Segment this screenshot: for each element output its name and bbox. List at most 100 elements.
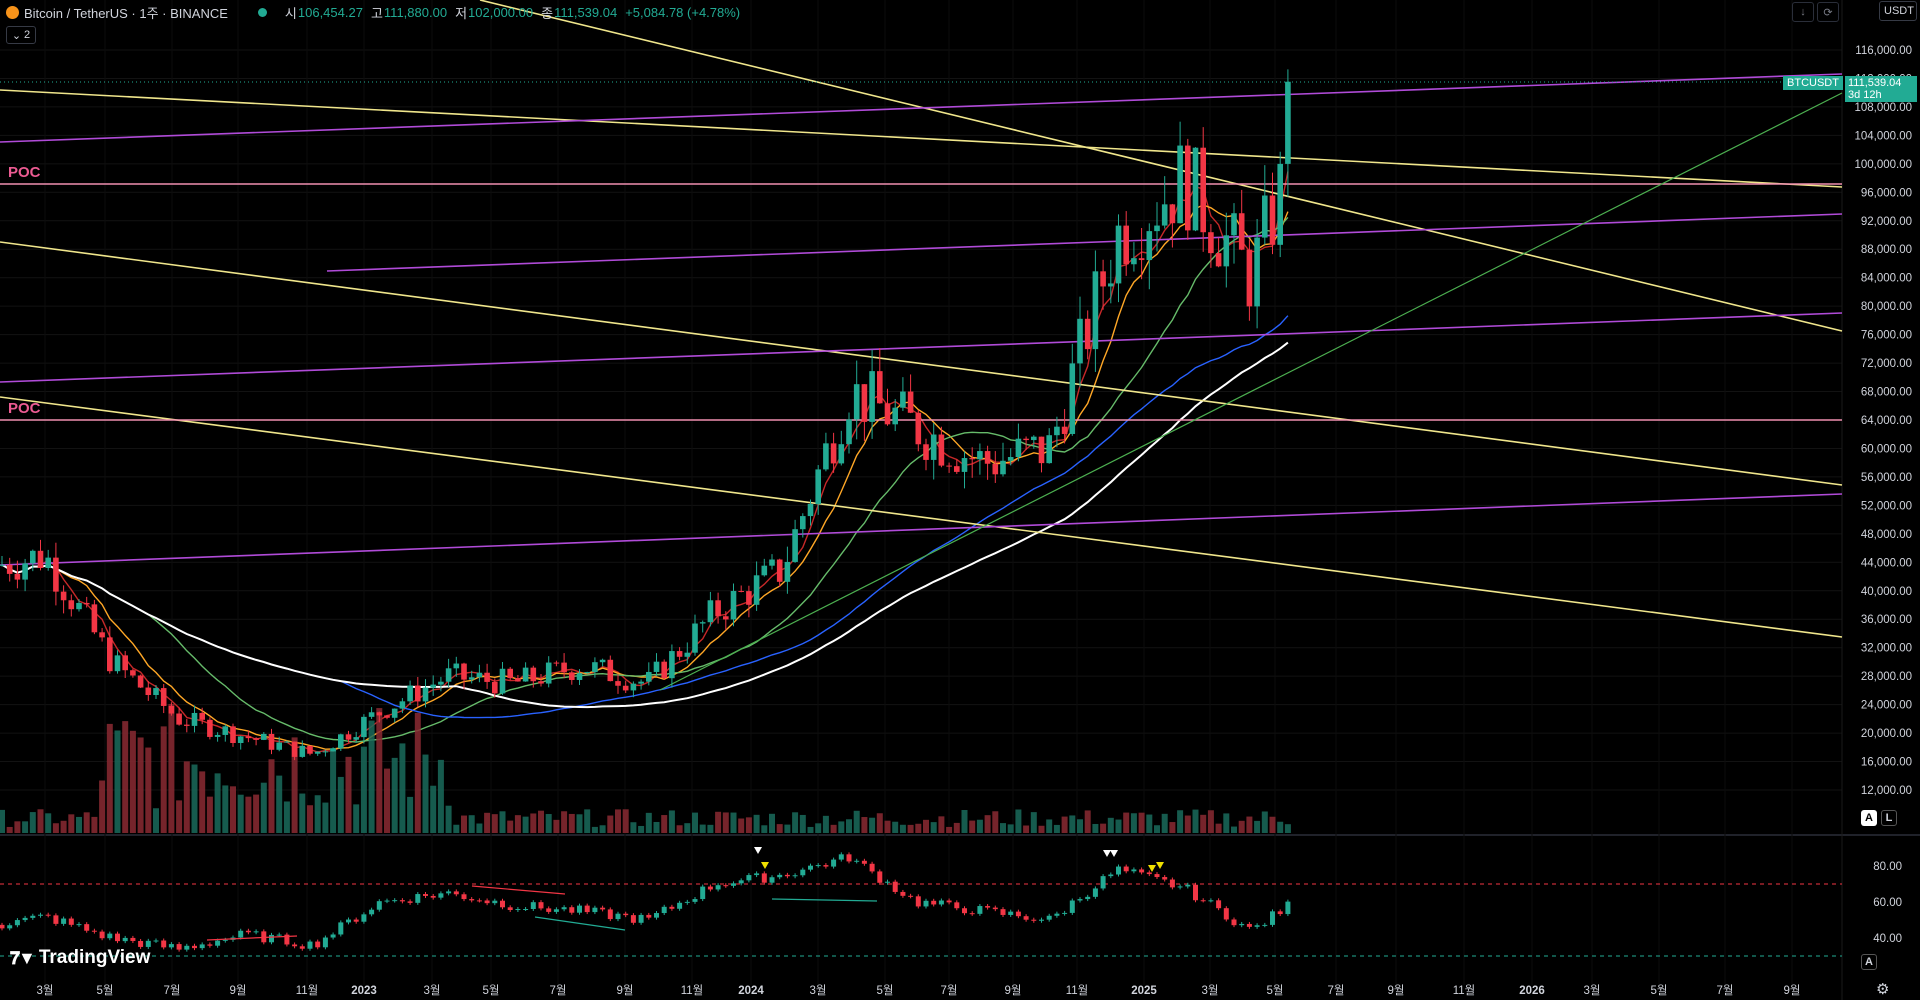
rsi-candle (153, 940, 159, 942)
signal-marker-icon (1110, 850, 1118, 857)
volume-bar (661, 815, 668, 833)
candle (823, 443, 829, 470)
rsi-candle (646, 914, 652, 918)
candle (230, 726, 236, 743)
candle (569, 672, 575, 680)
volume-bar (52, 823, 59, 833)
price-tick-label: 96,000.00 (1861, 187, 1912, 199)
price-tick-label: 12,000.00 (1861, 785, 1912, 797)
volume-bar (83, 812, 90, 833)
volume-bar (884, 820, 891, 833)
candle (907, 391, 914, 413)
candle (723, 616, 729, 620)
rsi-candle (1054, 913, 1060, 916)
tradingview-icon: 𝟕▼ (10, 947, 36, 968)
gear-icon[interactable]: ⚙ (1876, 981, 1890, 998)
volume-bar (1061, 816, 1068, 833)
volume-bar (276, 775, 283, 833)
rsi-candle (14, 920, 20, 926)
candle (476, 672, 483, 678)
rsi-candle (838, 854, 844, 860)
trend-line (0, 396, 1843, 638)
volume-bar (0, 809, 5, 833)
volume-bar (992, 811, 999, 833)
rsi-candle (7, 925, 13, 929)
down-arrow-icon[interactable]: ↓ (1792, 2, 1814, 22)
legend-toggle[interactable]: ⌄ 2 (6, 26, 36, 44)
trend-line (479, 0, 1843, 332)
candle (407, 685, 413, 702)
volume-bar (507, 820, 514, 833)
rsi-candle (1177, 886, 1183, 888)
rsi-candle (38, 914, 43, 916)
volume-bar (461, 815, 467, 833)
volume-bar (76, 816, 82, 833)
rsi-candle (1015, 911, 1021, 917)
candle (22, 563, 28, 580)
volume-bar (815, 823, 822, 833)
rsi-candle (846, 854, 852, 862)
candle (461, 663, 467, 680)
volume-bar (1100, 823, 1107, 833)
volume-bar (253, 794, 260, 833)
candle (761, 565, 768, 576)
price-tick-label: 116,000.00 (1855, 45, 1912, 57)
candle (276, 742, 282, 750)
bar-countdown: 3d 12h (1848, 89, 1882, 101)
volume-bar (1053, 824, 1060, 833)
rsi-candle (784, 874, 790, 877)
currency-select[interactable]: USDT (1879, 1, 1917, 21)
candle (353, 737, 359, 740)
rsi-auto-scale-button[interactable]: A (1861, 954, 1877, 970)
candle (592, 662, 598, 673)
candle (37, 550, 44, 568)
candle (1146, 231, 1153, 261)
symbol-header: Bitcoin / TetherUS · 1주 · BINANCE 시 106,4… (0, 0, 1920, 24)
rsi-candle (130, 937, 136, 941)
time-tick-label: 3월 (424, 984, 441, 997)
volume-bar (684, 823, 691, 833)
candle (45, 557, 51, 568)
symbol-title[interactable]: Bitcoin / TetherUS · 1주 · BINANCE (24, 5, 228, 21)
rsi-candle (30, 915, 36, 918)
divergence-line (206, 935, 298, 941)
candle (60, 591, 67, 601)
rsi-candle (692, 899, 698, 902)
volume-bar (260, 782, 267, 833)
candle (368, 712, 375, 717)
log-scale-button[interactable]: L (1881, 810, 1897, 826)
support-line (659, 92, 1843, 691)
sync-icon[interactable]: ⟳ (1817, 2, 1839, 22)
candle (245, 736, 252, 739)
volume-bar (584, 809, 591, 833)
channel-line (0, 73, 1843, 143)
rsi-candle (630, 915, 636, 923)
candle (846, 419, 852, 445)
candle (399, 701, 406, 709)
time-tick-label: 2024 (738, 985, 764, 997)
rsi-candle (453, 891, 459, 895)
last-price: 111,539.04 (1848, 77, 1902, 89)
price-tick-label: 52,000.00 (1861, 500, 1912, 512)
auto-scale-button[interactable]: A (1861, 810, 1877, 826)
candle (1092, 271, 1099, 350)
candle (415, 685, 421, 702)
candle (815, 469, 821, 504)
candle (946, 465, 952, 467)
volume-bar (1261, 811, 1268, 833)
candle (361, 716, 367, 738)
candle (522, 667, 529, 682)
candle (6, 564, 13, 574)
rsi-candle (1116, 866, 1121, 875)
candle (599, 659, 606, 663)
price-axis: 116,000.00112,000.00108,000.00104,000.00… (1854, 45, 1912, 797)
rsi-candle (269, 934, 274, 943)
rsi-candle (923, 900, 929, 907)
volume-bar (869, 817, 876, 833)
rsi-candle (661, 906, 667, 914)
volume-bar (1246, 816, 1253, 833)
volume-bar (707, 824, 714, 833)
volume-bar (930, 822, 937, 833)
candle (30, 550, 36, 564)
